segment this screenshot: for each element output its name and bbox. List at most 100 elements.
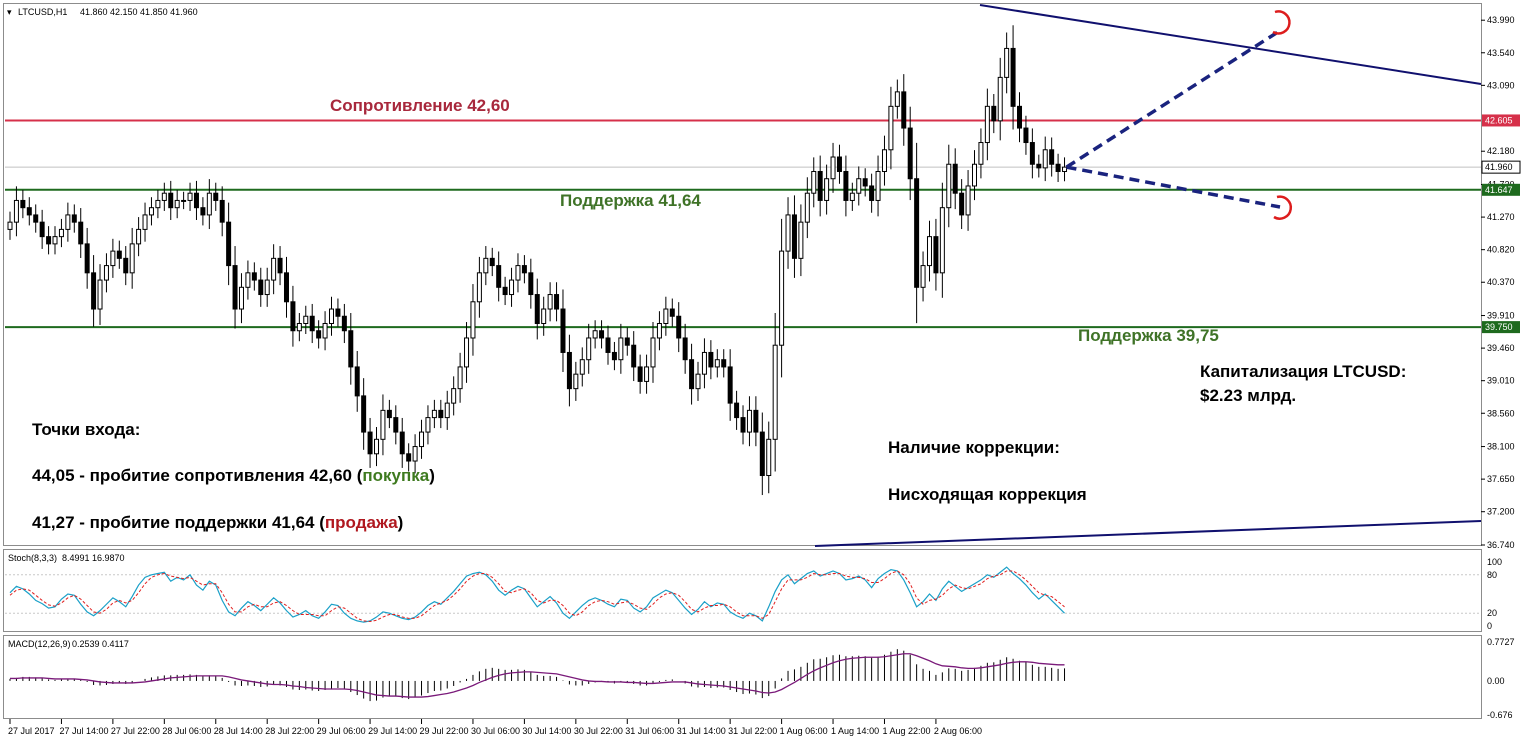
candle-body [386,409,392,419]
candle-body [746,409,752,433]
stoch-name: Stoch(8,3,3) [8,553,57,563]
candle-body [624,337,630,346]
candle-body [521,265,527,274]
candle-body [901,91,907,129]
price-tick-label: 37.200 [1487,507,1515,517]
entry-sell-prefix: 41,27 - пробитие поддержки 41,64 ( [32,513,325,532]
candle-body [984,105,990,144]
macd-panel-frame [3,635,1482,719]
candle-body [71,214,77,223]
candle-body [116,250,122,259]
candle-body [271,257,277,281]
candle-body [258,279,264,296]
macd-values: 0.2539 0.4117 [72,639,129,649]
candle-body [374,438,380,455]
candle-body [766,438,772,477]
candle-body [91,272,97,310]
entry-buy-prefix: 44,05 - пробитие сопротивления 42,60 ( [32,466,363,485]
candle-body [618,337,624,361]
candle-body [528,272,534,296]
candle-body [399,431,405,455]
candle-body [939,207,945,274]
candle-body [168,192,174,209]
support-upper-label: Поддержка 41,64 [560,191,701,210]
candle-body [554,294,560,310]
candle-body [155,199,161,209]
candle-body [914,178,920,288]
candle-body [1023,127,1029,144]
correction-value: Нисходящая коррекция [888,485,1087,504]
candle-body [663,308,669,324]
candle-body [26,207,32,216]
price-tick-label: 39.910 [1487,311,1515,321]
entry-sell-suffix: ) [398,513,404,532]
candle-body [753,409,759,433]
time-tick-label: 27 Jul 2017 [8,726,55,736]
candle-body [309,315,315,332]
time-tick-label: 30 Jul 22:00 [574,726,623,736]
entry-buy-suffix: ) [429,466,435,485]
stoch-tick-label: 80 [1487,570,1497,580]
chart-menu-arrow[interactable]: ▾ [7,7,12,17]
candle-body [644,366,650,382]
candle-body [65,214,71,230]
time-tick-label: 28 Jul 14:00 [214,726,263,736]
candle-body [296,322,302,332]
candle-body [894,91,900,107]
stoch-tick-label: 0 [1487,621,1492,631]
candle-body [39,221,45,238]
candle-body [997,76,1003,122]
level-tag-text-support_upper: 41.647 [1485,185,1513,195]
macd-tick-label: -0.676 [1487,710,1513,720]
candle-body [238,286,244,310]
candle-body [264,279,270,296]
candle-body [232,265,238,310]
candle-body [560,308,566,353]
time-tick-label: 1 Aug 14:00 [831,726,879,736]
candle-body [708,351,714,368]
candle-body [579,359,585,375]
candle-body [1042,149,1048,169]
candle-body [631,344,637,368]
candle-body [759,431,765,477]
candle-body [991,105,997,122]
candle-body [869,185,875,201]
candle-body [483,257,489,274]
candle-body [592,330,598,339]
candle-body [451,388,457,404]
candle-body [78,221,84,245]
candle-body [380,409,386,440]
candle-body [566,351,572,390]
candle-body [875,170,881,201]
candle-body [303,315,309,324]
candle-body [219,199,225,223]
chart-ohlc: 41.860 42.150 41.850 41.960 [80,7,198,17]
candle-body [277,257,283,274]
candle-body [13,199,19,223]
stoch-signal-line [9,570,1065,623]
candle-body [496,265,502,288]
candle-body [637,366,643,382]
stoch-values: 8.4991 16.9870 [62,553,125,563]
level-tag-support_upper [1482,183,1520,196]
level-tag-resistance [1482,114,1520,127]
sell-target-icon [1273,195,1292,220]
candle-body [856,178,862,194]
time-tick-label: 28 Jul 06:00 [162,726,211,736]
candle-body [489,257,495,267]
stoch-main-line [9,566,1065,623]
candle-body [251,272,257,281]
candle-body [676,315,682,339]
level-tag-current [1481,160,1521,174]
time-tick-label: 2 Aug 06:00 [934,726,982,736]
candle-body [110,250,116,267]
candle-body [457,366,463,390]
candle-body [740,417,746,433]
candle-body [97,279,103,310]
candle-body [721,359,727,368]
candle-body [290,301,296,332]
correction-title: Наличие коррекции: [888,438,1060,457]
time-tick-label: 29 Jul 22:00 [420,726,469,736]
candle-body [972,163,977,187]
